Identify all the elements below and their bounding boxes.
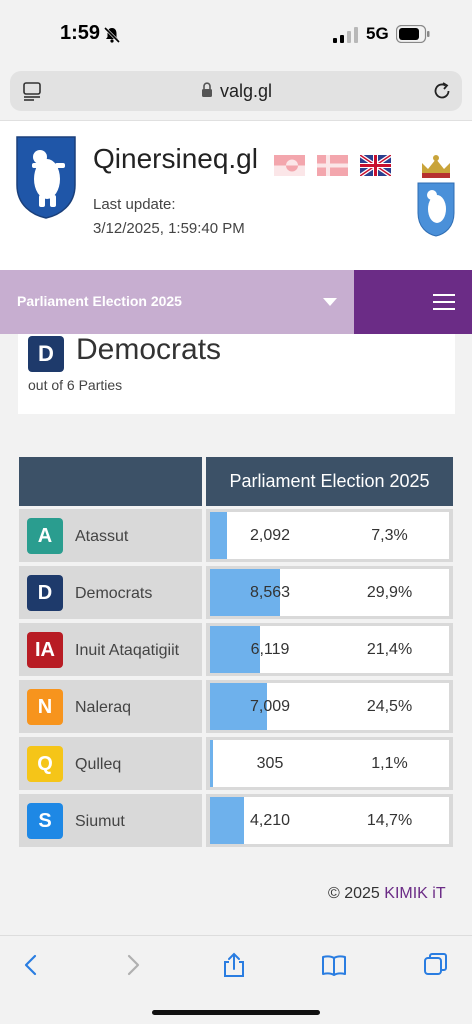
election-column-header: Parliament Election 2025: [206, 457, 453, 506]
vote-share-bar: [210, 512, 227, 559]
vote-count: 4,210: [249, 812, 291, 829]
greenland-coat-of-arms-logo[interactable]: [15, 133, 77, 219]
english-flag-icon[interactable]: [360, 155, 391, 176]
result-cell: 2,092 7,3%: [206, 509, 453, 562]
copyright-footer: © 2025 KIMIK iT: [328, 885, 446, 903]
result-row[interactable]: D Democrats 8,563 29,9%: [19, 563, 453, 620]
tabs-icon[interactable]: [423, 952, 449, 978]
vote-percent: 14,7%: [366, 812, 413, 829]
vote-count: 7,009: [249, 698, 291, 715]
party-name[interactable]: Democrats: [75, 585, 153, 602]
election-dropdown[interactable]: Parliament Election 2025: [0, 270, 354, 334]
last-update-label: Last update:: [93, 196, 176, 213]
greenlandic-flag-icon[interactable]: [274, 155, 305, 176]
result-cell: 305 1,1%: [206, 737, 453, 790]
table-header-row: Parliament Election 2025: [19, 457, 453, 506]
result-row[interactable]: A Atassut 2,092 7,3%: [19, 506, 453, 563]
vote-share-bar: [210, 569, 280, 616]
vote-percent: 24,5%: [366, 698, 413, 715]
vote-percent: 21,4%: [366, 641, 413, 658]
party-cell[interactable]: D Democrats: [19, 566, 202, 619]
results-table: Parliament Election 2025 A Atassut 2,092 7,…: [19, 457, 453, 848]
party-count-subtitle: out of 6 Parties: [28, 377, 123, 393]
reader-mode-icon[interactable]: [22, 81, 42, 101]
lock-icon: [202, 82, 212, 97]
party-cell[interactable]: Q Qulleq: [19, 737, 202, 790]
browser-toolbar: [0, 935, 472, 1024]
network-label: 5G: [366, 24, 389, 43]
copyright-text: © 2025: [328, 885, 380, 902]
url-text[interactable]: valg.gl: [220, 81, 273, 101]
result-bar-track: 305 1,1%: [210, 740, 449, 787]
caret-down-icon[interactable]: [323, 298, 337, 306]
vote-count: 8,563: [249, 584, 291, 601]
vote-count: 305: [256, 755, 284, 772]
party-name[interactable]: Atassut: [75, 528, 129, 545]
party-name[interactable]: Inuit Ataqatigiit: [75, 642, 180, 659]
site-title[interactable]: Qinersineq.gl: [93, 143, 258, 174]
election-dropdown-label[interactable]: Parliament Election 2025: [17, 293, 182, 309]
party-badge: N: [27, 689, 63, 725]
party-badge: A: [27, 518, 63, 554]
vote-percent: 29,9%: [366, 584, 413, 601]
result-row[interactable]: IA Inuit Ataqatigiit 6,119 21,4%: [19, 620, 453, 677]
share-icon[interactable]: [221, 952, 247, 978]
party-badge: S: [27, 803, 63, 839]
reload-icon[interactable]: [432, 81, 452, 101]
bookmarks-icon[interactable]: [321, 952, 347, 978]
vote-count: 6,119: [250, 641, 290, 658]
vote-count: 2,092: [249, 527, 291, 544]
result-bar-track: 2,092 7,3%: [210, 512, 449, 559]
bell-muted-icon: [103, 26, 121, 44]
result-bar-track: 4,210 14,7%: [210, 797, 449, 844]
party-cell[interactable]: N Naleraq: [19, 680, 202, 733]
vote-percent: 7,3%: [371, 527, 408, 544]
result-cell: 6,119 21,4%: [206, 623, 453, 676]
election-navbar: Parliament Election 2025: [0, 270, 472, 334]
party-name[interactable]: Naleraq: [75, 699, 132, 716]
signal-icon: [333, 27, 358, 43]
result-row[interactable]: Q Qulleq 305 1,1%: [19, 734, 453, 791]
address-bar[interactable]: valg.gl: [10, 71, 462, 111]
vote-share-bar: [210, 740, 213, 787]
party-column-header: [19, 457, 202, 506]
site-header: Qinersineq.gl Last update: 3/12/2025, 1:…: [0, 120, 472, 270]
danish-flag-icon[interactable]: [317, 155, 348, 176]
vote-percent: 1,1%: [371, 755, 408, 772]
result-cell: 4,210 14,7%: [206, 794, 453, 847]
result-row[interactable]: N Naleraq 7,009 24,5%: [19, 677, 453, 734]
forward-icon[interactable]: [120, 952, 146, 978]
vote-share-bar: [210, 683, 268, 730]
status-time: 1:59: [60, 22, 101, 44]
vote-share-bar: [210, 797, 245, 844]
party-badge: D: [27, 575, 63, 611]
result-bar-track: 6,119 21,4%: [210, 626, 449, 673]
result-cell: 8,563 29,9%: [206, 566, 453, 619]
battery-icon: [396, 25, 430, 43]
royal-coat-of-arms-logo: [417, 155, 455, 237]
vote-share-bar: [210, 626, 260, 673]
result-cell: 7,009 24,5%: [206, 680, 453, 733]
back-icon[interactable]: [18, 952, 44, 978]
party-cell[interactable]: IA Inuit Ataqatigiit: [19, 623, 202, 676]
last-update-value: 3/12/2025, 1:59:40 PM: [93, 220, 245, 237]
party-cell[interactable]: A Atassut: [19, 509, 202, 562]
selected-party-card: D Democrats out of 6 Parties: [18, 333, 455, 414]
party-badge: IA: [27, 632, 63, 668]
result-row[interactable]: S Siumut 4,210 14,7%: [19, 791, 453, 848]
result-bar-track: 7,009 24,5%: [210, 683, 449, 730]
kimik-link[interactable]: KIMIK iT: [384, 885, 446, 902]
party-badge: Q: [27, 746, 63, 782]
result-bar-track: 8,563 29,9%: [210, 569, 449, 616]
home-indicator: [152, 1010, 320, 1015]
party-badge: D: [28, 336, 64, 372]
party-name[interactable]: Siumut: [75, 813, 125, 830]
status-bar: 1:59 5G: [0, 0, 472, 64]
menu-button[interactable]: [354, 270, 472, 334]
hamburger-menu-icon[interactable]: [433, 294, 455, 310]
party-cell[interactable]: S Siumut: [19, 794, 202, 847]
party-title: Democrats: [76, 333, 222, 366]
party-name[interactable]: Qulleq: [75, 756, 122, 773]
